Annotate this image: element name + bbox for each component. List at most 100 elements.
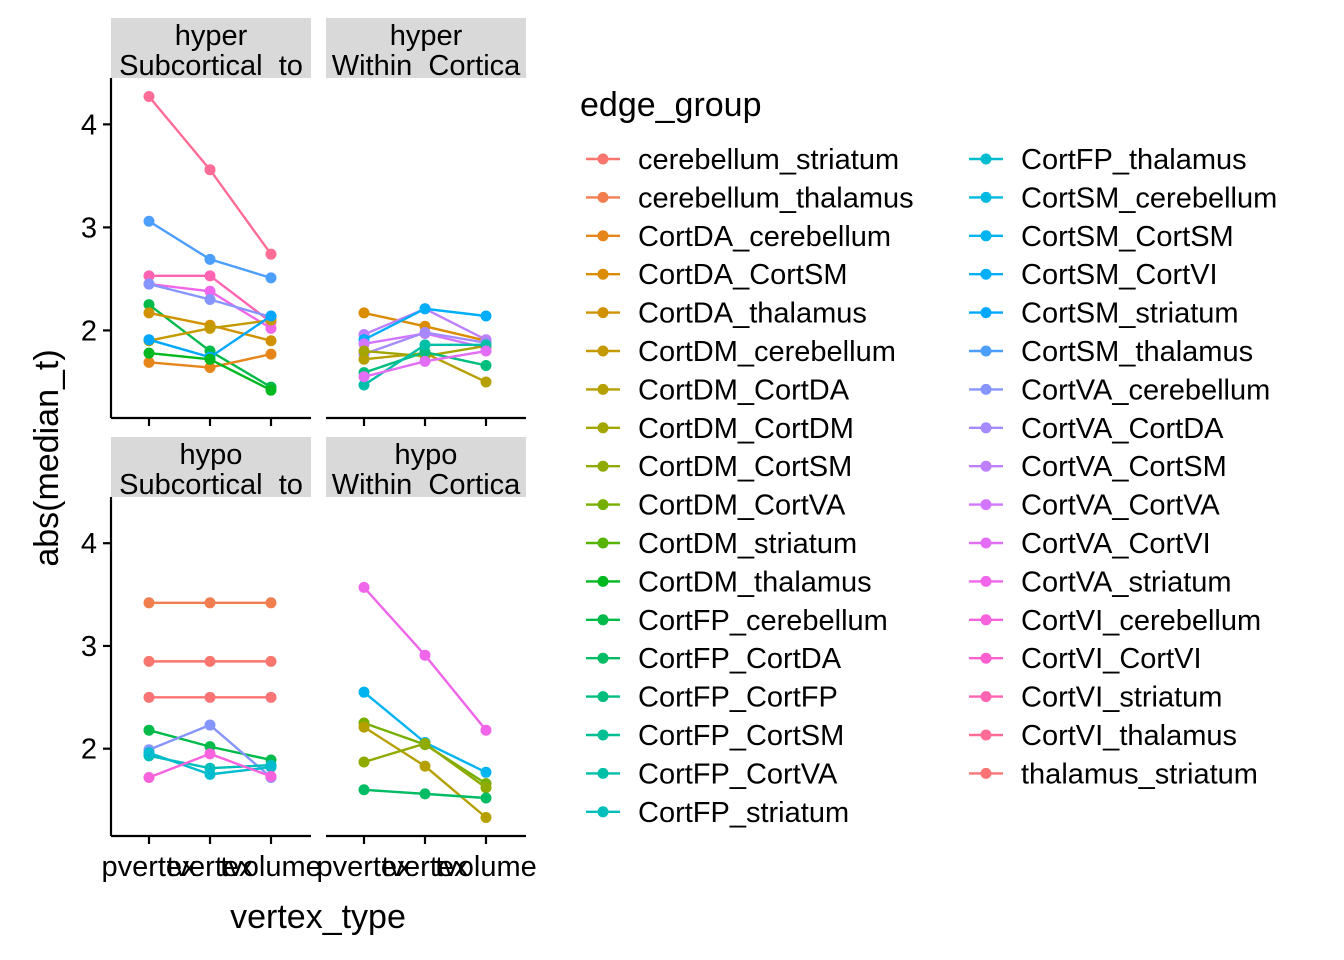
- y-tick-label: 4: [81, 109, 97, 141]
- y-axis-title: abs(median_t): [28, 349, 66, 566]
- data-point: [265, 384, 277, 396]
- data-point: [358, 686, 370, 698]
- y-tick-label: 3: [81, 631, 97, 663]
- data-point: [358, 353, 370, 365]
- data-point: [419, 649, 431, 661]
- legend-item: CortDM_CortDM: [586, 413, 854, 445]
- legend-label: cerebellum_thalamus: [638, 182, 914, 214]
- series-CortSM_thalamus: [143, 215, 277, 284]
- data-point: [419, 760, 431, 772]
- x-tick-label: tvertex: [166, 851, 254, 883]
- legend-item: CortFP_striatum: [586, 797, 849, 829]
- legend-item: CortVI_CortVI: [969, 643, 1202, 675]
- legend-label: CortDA_cerebellum: [638, 221, 891, 253]
- data-point: [143, 299, 155, 311]
- legend-key-point: [597, 499, 609, 511]
- data-point: [143, 307, 155, 319]
- legend-key-point: [597, 383, 609, 395]
- data-point: [204, 294, 216, 306]
- x-tick-label: pvertex: [101, 851, 197, 883]
- legend-label: CortVI_CortVI: [1021, 643, 1202, 675]
- legend-label: CortFP_CortSM: [638, 720, 844, 752]
- legend-item: CortDM_CortDA: [586, 374, 850, 406]
- legend-label: CortFP_striatum: [638, 797, 849, 829]
- data-point: [358, 756, 370, 768]
- data-point: [419, 788, 431, 800]
- series-line: [363, 691, 487, 774]
- facet-strip-label: hyper: [175, 20, 248, 52]
- series-CortFP_CortDA: [358, 784, 492, 804]
- data-point: [265, 770, 277, 782]
- data-point: [143, 747, 155, 759]
- legend-key-point: [597, 153, 609, 165]
- series-cerebellum_thalamus: [143, 597, 277, 609]
- legend-key-point: [980, 460, 992, 472]
- data-point: [419, 339, 431, 351]
- legend-key-point: [597, 345, 609, 357]
- legend-item: CortSM_thalamus: [969, 336, 1253, 368]
- legend-label: CortDA_thalamus: [638, 298, 867, 330]
- legend-label: CortVA_CortVI: [1021, 528, 1211, 560]
- data-point: [204, 597, 216, 609]
- legend-key-point: [980, 230, 992, 242]
- legend-key-point: [597, 691, 609, 703]
- legend-title: edge_group: [580, 86, 762, 124]
- data-point: [204, 768, 216, 780]
- legend-label: CortDA_CortSM: [638, 259, 848, 291]
- legend-label: CortSM_CortVI: [1021, 259, 1218, 291]
- legend-key-point: [980, 575, 992, 587]
- panels: hyperSubcortical_to234hyperWithin_Cortic…: [81, 18, 537, 883]
- series-CortVA_striatum: [358, 581, 492, 736]
- legend-item: CortSM_striatum: [969, 298, 1239, 330]
- facet-strip: [326, 18, 526, 78]
- legend-label: CortVI_thalamus: [1021, 720, 1237, 752]
- legend-key-point: [980, 537, 992, 549]
- legend-label: CortSM_striatum: [1021, 298, 1239, 330]
- facet-strip-label: Within_Cortica: [332, 469, 521, 501]
- legend-item: CortSM_cerebellum: [969, 182, 1277, 214]
- legend-key-point: [980, 191, 992, 203]
- data-point: [204, 655, 216, 667]
- legend-item: CortFP_cerebellum: [586, 605, 888, 637]
- x-tick-label: tvolume: [220, 851, 322, 883]
- legend-item: CortDA_cerebellum: [586, 221, 891, 253]
- legend-item: CortVA_CortDA: [969, 413, 1224, 445]
- data-point: [204, 719, 216, 731]
- legend-item: CortSM_CortSM: [969, 221, 1234, 253]
- legend-item: CortFP_CortDA: [586, 643, 842, 675]
- legend-item: CortDA_thalamus: [586, 298, 867, 330]
- legend-label: cerebellum_striatum: [638, 144, 899, 176]
- legend-item: CortDM_CortSM: [586, 451, 852, 483]
- data-point: [265, 655, 277, 667]
- legend-item: CortVI_striatum: [969, 682, 1222, 714]
- legend-label: CortSM_cerebellum: [1021, 182, 1277, 214]
- legend-label: CortFP_cerebellum: [638, 605, 888, 637]
- series-CortDM_CortDA: [358, 721, 492, 824]
- legend-key-point: [980, 729, 992, 741]
- data-point: [419, 326, 431, 338]
- y-tick-label: 2: [81, 734, 97, 766]
- data-point: [143, 270, 155, 282]
- facet-strip-label: hypo: [180, 439, 243, 471]
- legend-label: CortSM_thalamus: [1021, 336, 1253, 368]
- data-point: [204, 748, 216, 760]
- legend-item: CortDM_cerebellum: [586, 336, 896, 368]
- data-point: [143, 356, 155, 368]
- legend-item: CortFP_CortSM: [586, 720, 844, 752]
- data-point: [265, 310, 277, 322]
- data-point: [419, 303, 431, 315]
- data-point: [480, 359, 492, 371]
- legend-label: CortFP_CortDA: [638, 643, 842, 675]
- legend-key-point: [597, 729, 609, 741]
- legend-label: CortFP_CortVA: [638, 758, 838, 790]
- legend-key-point: [597, 422, 609, 434]
- data-point: [265, 691, 277, 703]
- data-point: [480, 812, 492, 824]
- legend-item: CortVI_cerebellum: [969, 605, 1261, 637]
- x-tick-label: tvertex: [381, 851, 469, 883]
- legend-key-point: [597, 575, 609, 587]
- data-point: [204, 253, 216, 265]
